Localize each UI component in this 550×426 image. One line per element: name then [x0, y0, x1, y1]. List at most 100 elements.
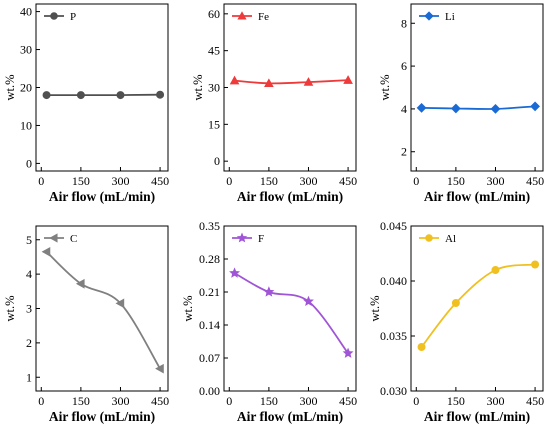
y-tick-label: 1	[26, 370, 32, 384]
data-point	[42, 91, 51, 100]
x-tick-label: 450	[526, 174, 544, 188]
data-point	[116, 91, 125, 100]
y-tick-label: 3	[26, 302, 32, 316]
x-axis-label: Air flow (mL/min)	[237, 189, 343, 204]
x-tick-label: 450	[526, 394, 544, 408]
y-tick-label: 0.045	[380, 219, 407, 233]
plot-frame	[35, 225, 169, 392]
plot-frame	[223, 225, 357, 392]
x-axis-label: Air flow (mL/min)	[424, 409, 530, 424]
chart-panel-4: 0 150 300 450 1 2 3 4 5 Air flow (mL/min) wt.% C	[3, 225, 169, 424]
data-point	[263, 286, 275, 297]
series-line-F	[234, 272, 349, 354]
x-axis-label: Air flow (mL/min)	[49, 189, 155, 204]
series-line-C	[45, 251, 161, 370]
y-tick-label: 20	[20, 81, 32, 95]
series-line-Al	[420, 263, 536, 348]
y-tick-label: 4	[26, 267, 32, 281]
data-point	[229, 75, 240, 85]
y-axis-label: wt.%	[378, 74, 392, 100]
data-point	[155, 363, 164, 374]
data-point	[229, 267, 241, 278]
x-tick-label: 0	[38, 174, 44, 188]
y-axis-label: wt.%	[3, 74, 17, 100]
legend-marker	[50, 12, 58, 20]
x-axis-label: Air flow (mL/min)	[424, 189, 530, 204]
legend-label: Li	[445, 11, 455, 23]
legend-label: C	[70, 233, 77, 245]
y-tick-label: 0.14	[199, 318, 220, 332]
x-tick-label: 150	[260, 174, 278, 188]
x-tick-label: 0	[413, 394, 419, 408]
data-point	[490, 104, 501, 114]
y-tick-label: 0.030	[380, 384, 407, 398]
x-tick-label: 300	[486, 174, 504, 188]
data-point	[416, 102, 427, 113]
legend-marker	[237, 11, 247, 20]
legend-label: F	[258, 233, 264, 245]
y-tick-label: 5	[26, 233, 32, 247]
x-tick-label: 150	[72, 394, 90, 408]
x-tick-label: 0	[38, 394, 44, 408]
y-tick-label: 15	[208, 117, 220, 131]
data-point	[451, 298, 460, 307]
y-axis-label: wt.%	[368, 295, 382, 321]
y-tick-label: 0.21	[199, 285, 220, 299]
data-point	[303, 295, 314, 307]
data-point	[76, 91, 85, 100]
series-line-Fe	[234, 79, 349, 85]
plot-frame	[410, 225, 544, 392]
y-tick-label: 0.28	[199, 252, 220, 266]
chart-panel-1: 0 150 300 450 0 10 20 30 40 Air flow (mL/min) wt.%…	[3, 3, 169, 204]
data-point	[303, 77, 314, 86]
legend-label: Al	[445, 233, 456, 245]
data-point	[41, 246, 51, 257]
y-tick-label: 0	[214, 154, 220, 168]
y-tick-label: 2	[401, 145, 407, 159]
y-axis-label: wt.%	[3, 295, 17, 321]
legend-marker	[49, 233, 58, 243]
y-tick-label: 60	[208, 7, 220, 21]
legend-label: Fe	[258, 11, 269, 23]
legend-marker	[424, 11, 434, 21]
legend-marker	[236, 232, 248, 243]
x-tick-label: 150	[447, 174, 465, 188]
plot-frame	[223, 3, 357, 172]
x-tick-label: 300	[111, 174, 129, 188]
x-tick-label: 300	[299, 394, 317, 408]
x-tick-label: 0	[226, 174, 232, 188]
legend-label: P	[70, 11, 76, 23]
x-tick-label: 300	[486, 394, 504, 408]
y-tick-label: 0	[26, 156, 32, 170]
y-tick-label: 45	[208, 44, 220, 58]
chart-panel-2: 0 150 300 450 0 15 30 45 60 Air flow (mL/min) wt.%…	[191, 3, 357, 204]
x-axis-label: Air flow (mL/min)	[49, 409, 155, 424]
x-tick-label: 0	[226, 394, 232, 408]
x-tick-label: 300	[299, 174, 317, 188]
y-tick-label: 2	[26, 336, 32, 350]
y-tick-label: 0.035	[380, 329, 407, 343]
y-axis-label: wt.%	[181, 295, 195, 321]
chart-panel-6: 0 150 300 450 0.030 0.035 0.040 0.045 Air flow (…	[368, 219, 544, 424]
y-tick-label: 30	[208, 81, 220, 95]
x-tick-label: 450	[339, 174, 357, 188]
x-tick-label: 150	[260, 394, 278, 408]
data-point	[156, 90, 165, 99]
y-tick-label: 10	[20, 118, 32, 132]
legend-marker	[425, 234, 433, 242]
plot-frame	[410, 3, 544, 172]
data-point	[342, 347, 354, 358]
data-point	[530, 101, 540, 112]
x-tick-label: 300	[111, 394, 129, 408]
y-tick-label: 0.040	[380, 274, 407, 288]
x-tick-label: 0	[413, 174, 419, 188]
data-point	[491, 265, 500, 274]
x-tick-label: 450	[339, 394, 357, 408]
data-point	[115, 298, 125, 309]
data-point	[264, 78, 274, 88]
y-tick-label: 30	[20, 43, 32, 57]
data-point	[75, 278, 85, 289]
x-tick-label: 150	[72, 174, 90, 188]
x-tick-label: 450	[151, 394, 169, 408]
